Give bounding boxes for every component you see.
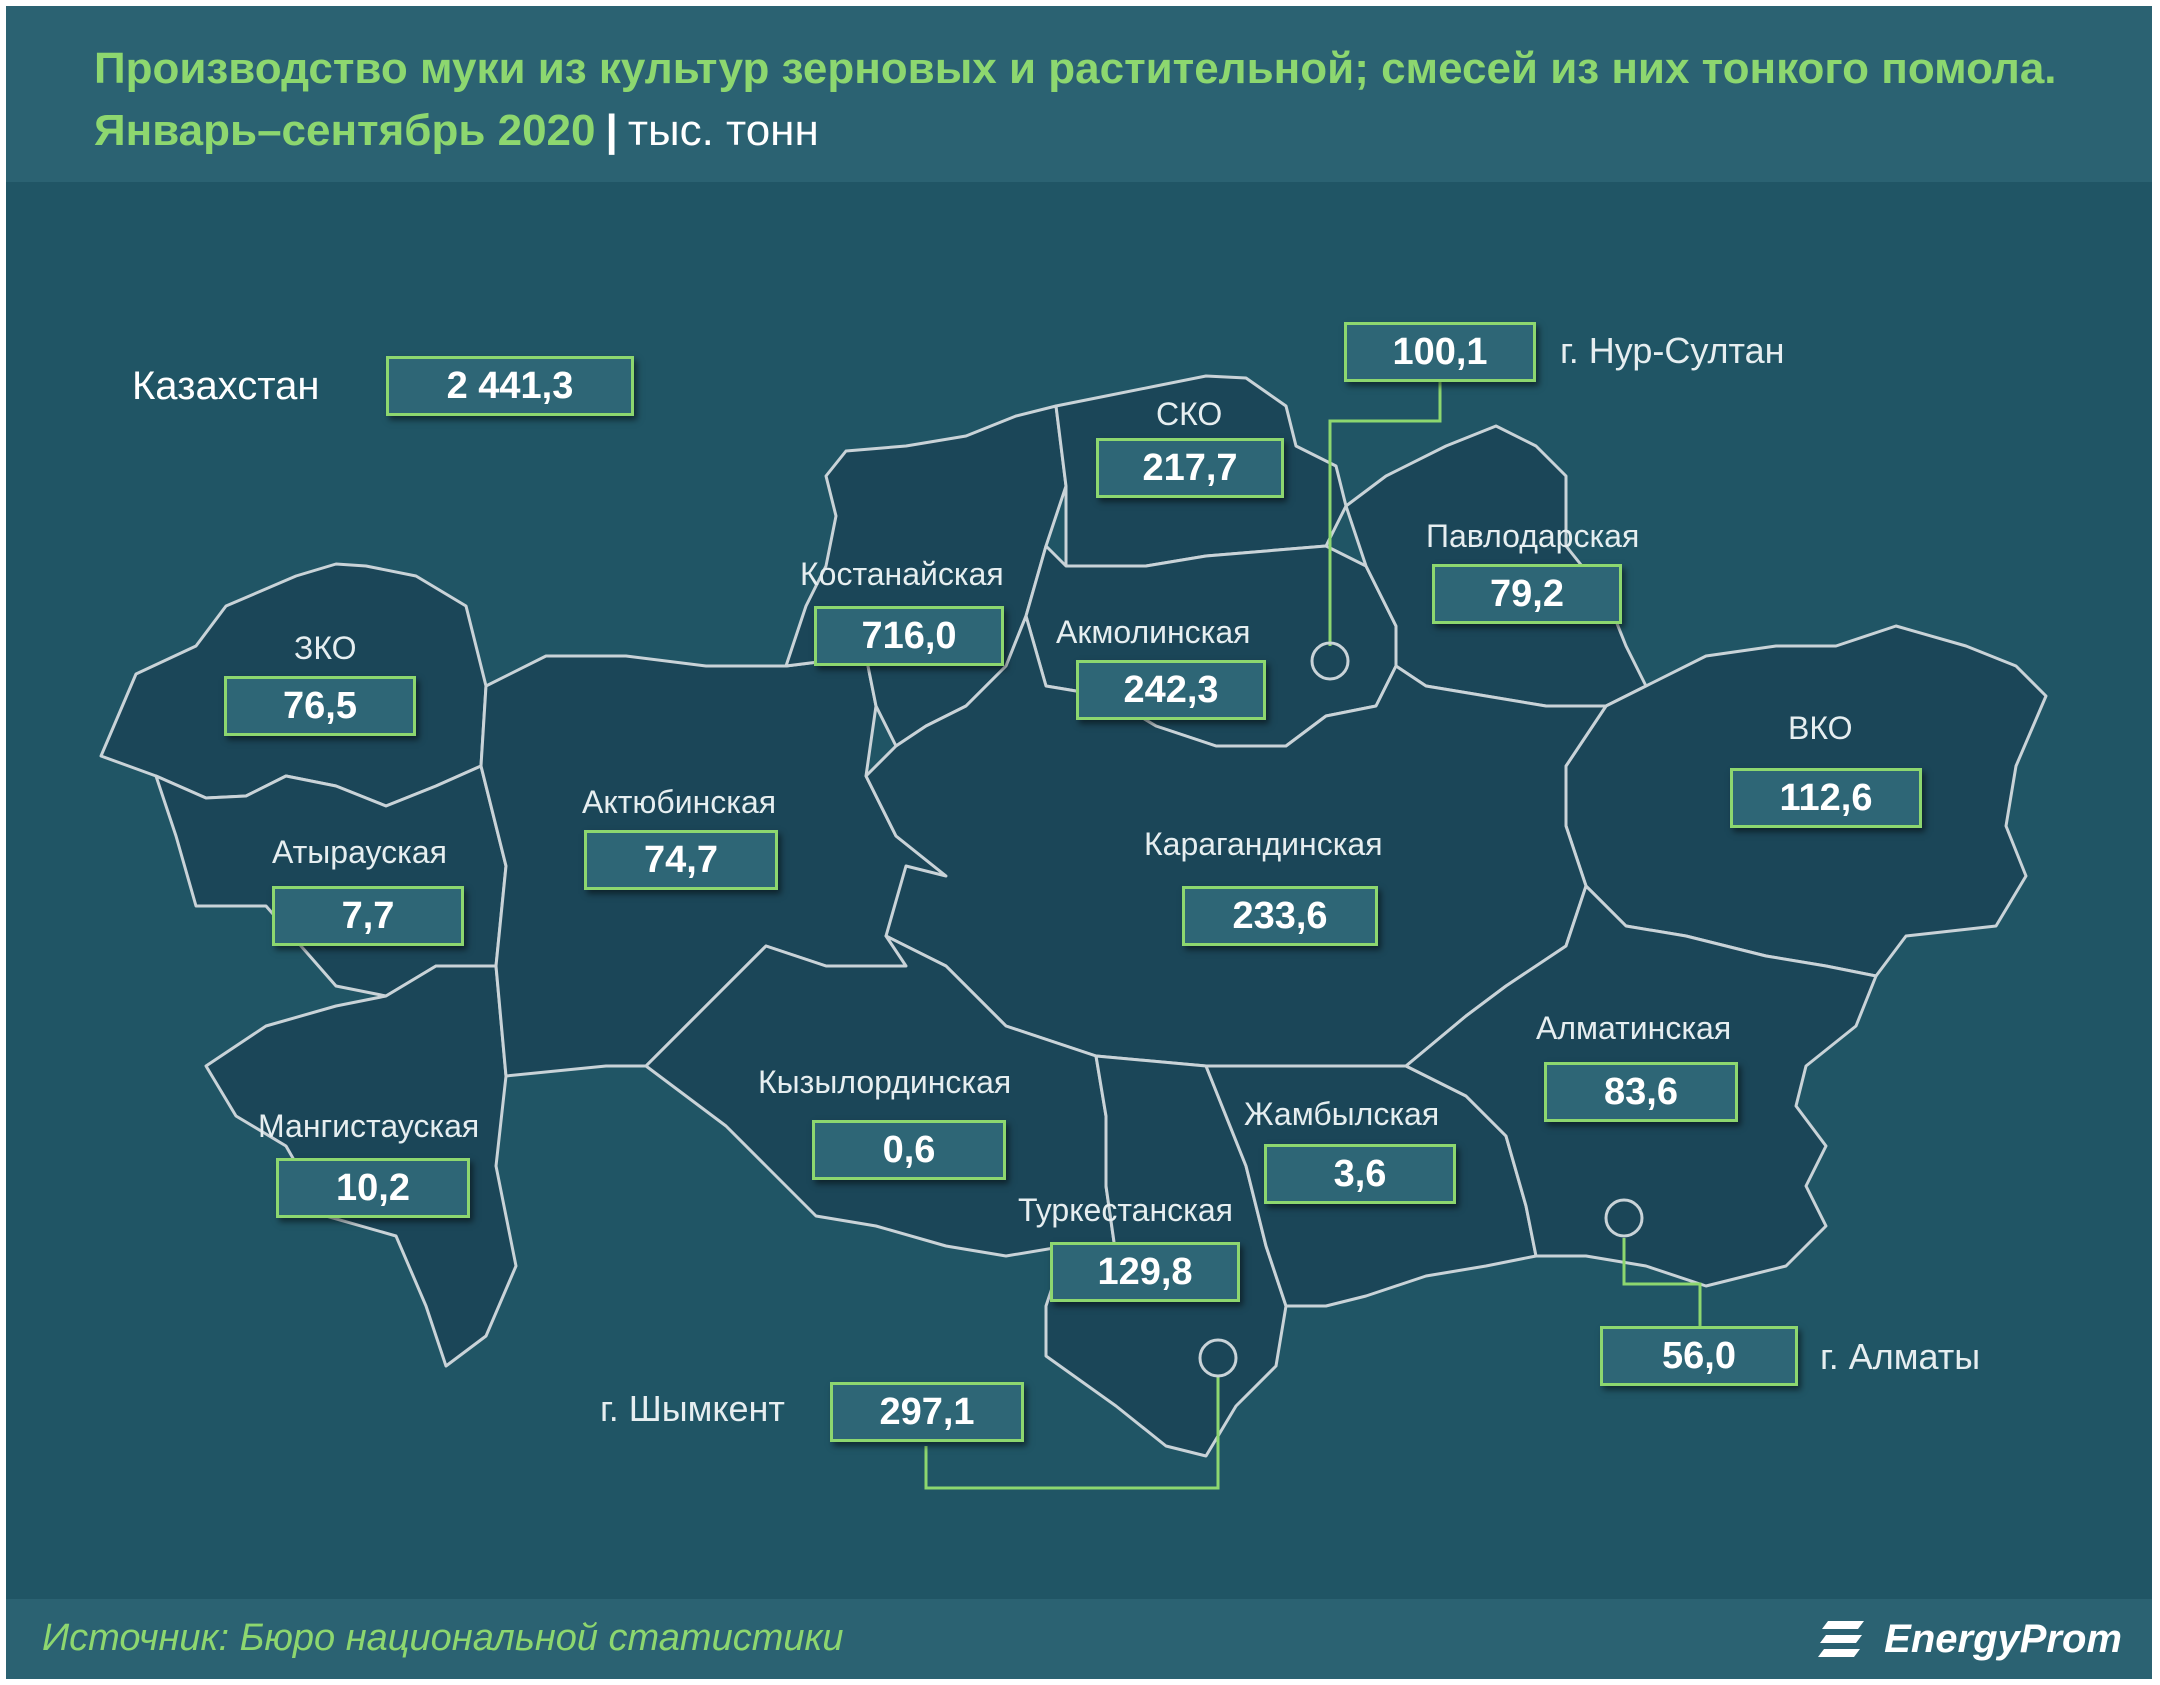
region-label-aktobe: Актюбинская	[582, 784, 777, 820]
leader-shymkent	[924, 1376, 1220, 1490]
total-value-box: 2 441,3	[386, 356, 634, 416]
infographic: Производство муки из культур зерновых и …	[6, 6, 2152, 1679]
energyprom-logo: EnergyProm	[1818, 1611, 2122, 1667]
region-label-kyzylorda: Кызылординская	[758, 1064, 1012, 1100]
leader-almaty	[1622, 1238, 1702, 1328]
unit: тыс. тонн	[627, 106, 819, 155]
region-label-pavlodar: Павлодарская	[1426, 518, 1640, 554]
logo-text: EnergyProm	[1884, 1616, 2122, 1661]
source-note: Источник: Бюро национальной статистики	[42, 1617, 844, 1659]
region-value-karaganda: 233,6	[1182, 886, 1378, 946]
region-value-atyrau: 7,7	[272, 886, 464, 946]
logo-icon	[1818, 1621, 1865, 1657]
title-line-1: Производство муки из культур зерновых и …	[94, 44, 2057, 93]
footer: Источник: Бюро национальной статистики E…	[6, 1599, 2152, 1679]
region-label-atyrau: Атырауская	[272, 834, 447, 870]
region-atyrau	[154, 764, 508, 998]
period: Январь–сентябрь 2020	[94, 106, 596, 155]
region-value-vko: 112,6	[1730, 768, 1922, 828]
region-label-sko: СКО	[1156, 396, 1223, 432]
region-value-almaty: 83,6	[1544, 1062, 1738, 1122]
total-label: Казахстан	[132, 364, 320, 408]
region-value-sko: 217,7	[1096, 438, 1284, 498]
city-value-nur-sultan: 100,1	[1344, 322, 1536, 382]
region-value-aktobe: 74,7	[584, 830, 778, 890]
region-label-akmola: Акмолинская	[1056, 614, 1251, 650]
marker-nur-sultan	[1310, 641, 1350, 681]
region-label-zko: ЗКО	[294, 630, 357, 666]
region-label-mangistau: Мангистауская	[258, 1108, 480, 1144]
title-line-2: Январь–сентябрь 2020 | тыс. тонн	[94, 106, 819, 156]
city-value-almaty: 56,0	[1600, 1326, 1798, 1386]
region-value-mangistau: 10,2	[276, 1158, 470, 1218]
region-label-almaty: Алматинская	[1536, 1010, 1732, 1046]
city-label-nur-sultan: г. Нур-Султан	[1560, 330, 1785, 371]
region-label-vko: ВКО	[1788, 710, 1853, 746]
region-value-zhambyl: 3,6	[1264, 1144, 1456, 1204]
marker-almaty	[1604, 1198, 1644, 1238]
region-value-akmola: 242,3	[1076, 660, 1266, 720]
header: Производство муки из культур зерновых и …	[6, 6, 2152, 182]
city-label-shymkent: г. Шымкент	[600, 1388, 785, 1429]
leader-nur-sultan	[1328, 381, 1442, 646]
region-label-zhambyl: Жамбылская	[1244, 1096, 1440, 1132]
region-value-pavlodar: 79,2	[1432, 564, 1622, 624]
city-label-almaty: г. Алматы	[1820, 1336, 1981, 1377]
region-value-kostanay: 716,0	[814, 606, 1004, 666]
city-value-shymkent: 297,1	[830, 1382, 1024, 1442]
region-label-kostanay: Костанайская	[800, 556, 1004, 592]
region-value-turkestan: 129,8	[1050, 1242, 1240, 1302]
title-separator: |	[605, 106, 618, 155]
region-value-kyzylorda: 0,6	[812, 1120, 1006, 1180]
marker-shymkent	[1198, 1338, 1238, 1378]
region-label-karaganda: Карагандинская	[1144, 826, 1383, 862]
region-value-zko: 76,5	[224, 676, 416, 736]
region-label-turkestan: Туркестанская	[1018, 1192, 1233, 1228]
